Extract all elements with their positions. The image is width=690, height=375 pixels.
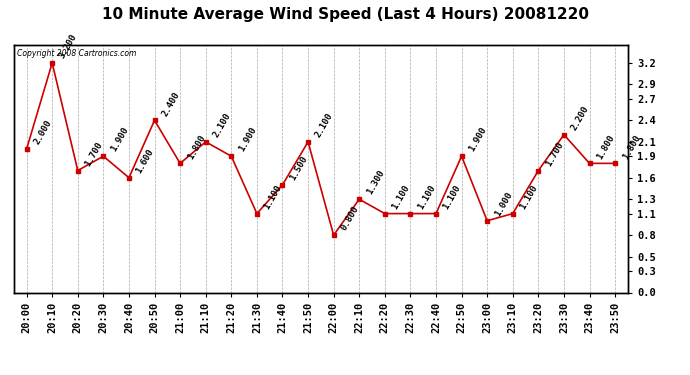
Text: 2.000: 2.000 bbox=[32, 118, 53, 146]
Text: 3.200: 3.200 bbox=[58, 32, 79, 60]
Text: 1.900: 1.900 bbox=[237, 126, 258, 153]
Text: 1.100: 1.100 bbox=[442, 183, 463, 211]
Text: 2.400: 2.400 bbox=[160, 90, 181, 117]
Text: 1.000: 1.000 bbox=[493, 190, 514, 218]
Text: 1.900: 1.900 bbox=[467, 126, 489, 153]
Text: 1.100: 1.100 bbox=[416, 183, 437, 211]
Text: 1.100: 1.100 bbox=[391, 183, 412, 211]
Text: 1.800: 1.800 bbox=[595, 133, 616, 160]
Text: 2.100: 2.100 bbox=[211, 111, 233, 139]
Text: 10 Minute Average Wind Speed (Last 4 Hours) 20081220: 10 Minute Average Wind Speed (Last 4 Hou… bbox=[101, 8, 589, 22]
Text: Copyright 2008 Cartronics.com: Copyright 2008 Cartronics.com bbox=[17, 49, 136, 58]
Text: 1.700: 1.700 bbox=[544, 140, 565, 168]
Text: 1.300: 1.300 bbox=[365, 169, 386, 196]
Text: 2.100: 2.100 bbox=[314, 111, 335, 139]
Text: 0.800: 0.800 bbox=[339, 204, 360, 232]
Text: 2.200: 2.200 bbox=[569, 104, 591, 132]
Text: 1.100: 1.100 bbox=[518, 183, 540, 211]
Text: 1.900: 1.900 bbox=[109, 126, 130, 153]
Text: 1.800: 1.800 bbox=[621, 133, 642, 160]
Text: 1.500: 1.500 bbox=[288, 154, 309, 182]
Text: 1.800: 1.800 bbox=[186, 133, 207, 160]
Text: 1.100: 1.100 bbox=[262, 183, 284, 211]
Text: 1.600: 1.600 bbox=[135, 147, 156, 175]
Text: 1.700: 1.700 bbox=[83, 140, 105, 168]
